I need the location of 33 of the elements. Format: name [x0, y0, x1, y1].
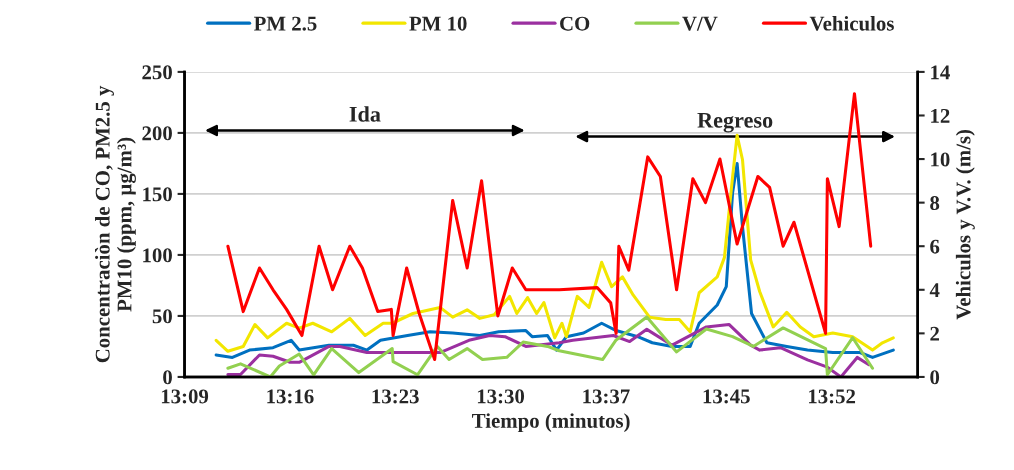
y-tick-label: 100 [143, 248, 172, 263]
legend-label: CO [560, 16, 590, 31]
annotation: Ida [349, 106, 381, 122]
line-series [214, 133, 895, 353]
legend-label: V/V [682, 16, 718, 31]
y2-axis-title: Vehiculos y V.V. (m/s) [955, 129, 975, 320]
x-tick-label: 13:45 [703, 389, 750, 404]
y2-tick-label: 6 [930, 239, 940, 254]
annotation: Regreso [697, 112, 773, 133]
legend-label: Vehiculos [809, 15, 894, 31]
x-tick-label: 13:37 [583, 389, 630, 404]
y2-tick-label: 14 [931, 65, 950, 80]
y-tick-label: 250 [142, 65, 172, 80]
y-tick-label: 150 [143, 187, 172, 202]
x-tick-label: 13:52 [809, 389, 856, 404]
x-tick-label: 13:23 [372, 389, 419, 404]
y-axis-title: Concentraciòn de CO, PM2.5 y PM10 (ppm, µg/m³) [95, 85, 136, 363]
legend-label: PM 10 [409, 16, 467, 31]
line-series [226, 92, 873, 362]
y2-tick-label: 2 [930, 326, 939, 341]
x-tick-label: 13:16 [267, 389, 314, 404]
y-tick-label: 200 [142, 126, 172, 141]
y-tick-label: 0 [163, 370, 172, 385]
x-tick-label: 13:09 [161, 389, 209, 404]
legend-label: PM 2.5 [253, 16, 317, 31]
x-axis-title: Tiempo (minutos) [472, 413, 630, 433]
x-tick-label: 13:30 [477, 389, 525, 404]
y-tick-label: 50 [152, 309, 172, 324]
y2-tick-label: 10 [931, 152, 950, 167]
y2-tick-label: 8 [930, 196, 940, 211]
y2-tick-label: 4 [929, 283, 940, 298]
y2-tick-label: 12 [931, 108, 950, 123]
y2-tick-label: 0 [930, 370, 940, 385]
